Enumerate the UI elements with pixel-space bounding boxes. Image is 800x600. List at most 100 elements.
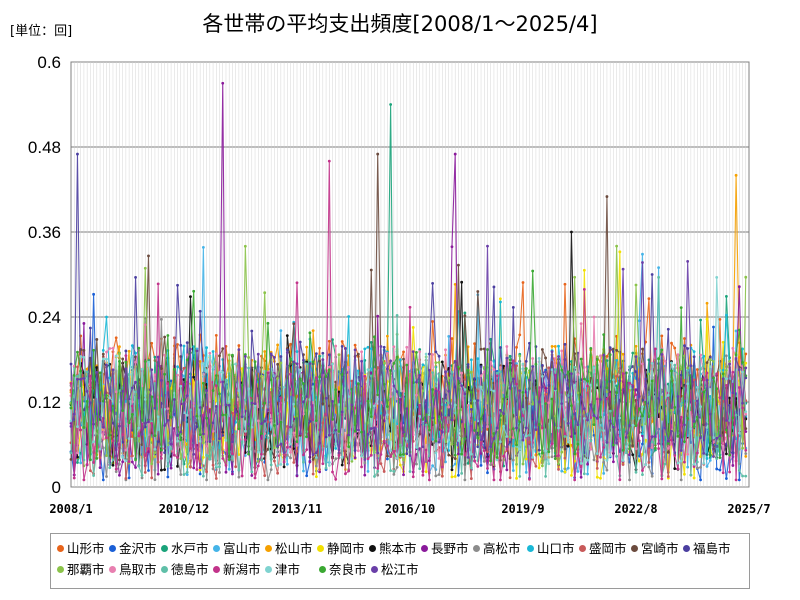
data-point (615, 441, 619, 445)
data-point (266, 321, 270, 325)
data-point (366, 345, 370, 349)
data-point (121, 433, 125, 436)
data-point (708, 365, 712, 368)
data-point (92, 461, 95, 464)
data-point (98, 447, 102, 451)
data-point (628, 365, 631, 369)
data-point (702, 451, 706, 455)
data-point (415, 446, 418, 449)
data-point (469, 452, 473, 456)
data-point (499, 297, 502, 301)
data-point (524, 470, 528, 474)
data-point (657, 266, 660, 270)
data-point (599, 455, 602, 459)
data-point (453, 385, 457, 389)
data-point (608, 346, 612, 350)
data-point (469, 466, 473, 470)
data-point (718, 456, 722, 460)
data-point (741, 446, 744, 450)
x-tick-label: 2019/9 (501, 502, 544, 516)
data-point (69, 382, 73, 385)
data-point (266, 371, 270, 375)
data-point (595, 466, 599, 470)
data-point (499, 440, 502, 444)
data-point (143, 266, 147, 270)
data-point (457, 365, 460, 369)
data-point (314, 451, 318, 455)
data-point (208, 354, 212, 358)
data-point (647, 461, 651, 464)
data-point (521, 438, 525, 442)
data-point (185, 341, 189, 345)
data-point (311, 360, 315, 364)
data-point (518, 420, 522, 424)
data-point (434, 389, 438, 393)
data-point (253, 476, 257, 480)
data-point (511, 458, 515, 462)
data-point (398, 453, 402, 457)
data-point (389, 455, 393, 458)
data-point (447, 438, 451, 442)
data-point (198, 433, 202, 437)
data-point (114, 454, 118, 458)
data-point (515, 345, 518, 349)
data-point (95, 338, 99, 341)
data-point (356, 428, 360, 432)
data-point (647, 372, 651, 376)
data-point (524, 445, 528, 449)
data-point (589, 439, 593, 443)
data-point (511, 469, 515, 472)
data-point (666, 450, 670, 454)
data-point (344, 472, 347, 476)
data-point (505, 447, 509, 451)
data-point (124, 399, 128, 403)
data-point (92, 440, 95, 444)
data-point (531, 402, 535, 406)
data-point (82, 356, 86, 359)
data-point (166, 419, 170, 422)
legend-label: 松山市 (275, 541, 313, 556)
data-point (353, 429, 357, 433)
data-point (298, 340, 302, 344)
data-point (570, 404, 573, 407)
data-point (308, 362, 312, 365)
data-point (718, 396, 722, 400)
data-point (637, 394, 641, 398)
data-point (544, 356, 547, 360)
data-point (586, 418, 589, 422)
data-point (224, 439, 228, 442)
data-point (105, 315, 108, 319)
data-point (566, 370, 570, 374)
data-point (105, 363, 108, 367)
data-point (492, 478, 496, 482)
data-point (653, 347, 657, 351)
data-point (728, 362, 732, 366)
data-point (130, 454, 134, 458)
data-point (101, 437, 105, 440)
y-tick-label: 0.6 (37, 53, 61, 72)
data-point (479, 385, 483, 389)
data-point (376, 451, 380, 455)
data-point (160, 317, 163, 321)
legend-item: 津市 (265, 559, 319, 580)
data-point (695, 415, 699, 419)
data-point (405, 345, 409, 349)
data-point (725, 383, 728, 387)
legend-swatch (161, 545, 168, 552)
data-point (114, 336, 118, 340)
data-point (563, 406, 567, 409)
data-point (92, 348, 95, 352)
data-point (118, 352, 121, 356)
data-point (440, 474, 444, 478)
data-point (234, 465, 238, 469)
data-point (195, 468, 199, 471)
legend-swatch (57, 566, 64, 573)
data-point (573, 431, 577, 435)
data-point (327, 463, 331, 467)
legend-swatch (371, 566, 378, 573)
data-point (150, 395, 154, 399)
data-point (347, 315, 351, 318)
data-point (392, 384, 396, 388)
data-point (176, 373, 179, 377)
data-point (350, 457, 354, 461)
